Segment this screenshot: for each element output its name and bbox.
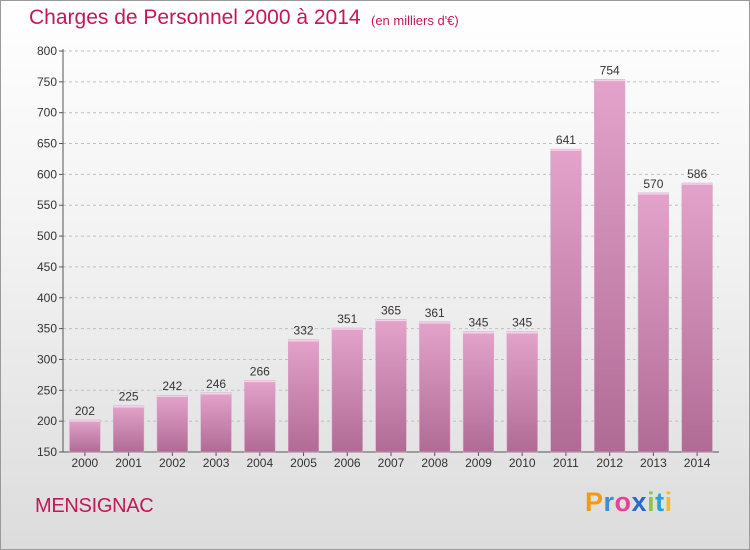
bar-2010 [506,331,538,453]
logo-letter: x [631,487,648,517]
data-label: 586 [687,167,707,181]
y-tick-label: 500 [37,229,57,243]
data-label: 242 [162,379,182,393]
y-tick-label: 450 [37,260,57,274]
x-tick-label: 2010 [509,456,536,470]
y-tick-label: 550 [37,198,57,212]
data-label: 266 [250,364,270,378]
data-label: 202 [75,404,95,418]
x-tick-label: 2006 [334,456,361,470]
data-label: 351 [337,312,357,326]
bar-2000 [69,419,101,453]
data-label: 641 [556,133,576,147]
x-tick-label: 2013 [640,456,667,470]
x-tick-label: 2000 [72,456,99,470]
x-tick-label: 2001 [115,456,142,470]
data-label: 361 [425,306,445,320]
logo-letter: i [664,487,673,517]
data-label: 345 [512,316,532,330]
y-tick-label: 400 [37,291,57,305]
data-label: 345 [468,316,488,330]
bar-2008 [419,321,451,453]
x-tick-label: 2007 [378,456,405,470]
data-label: 225 [119,390,139,404]
bar-2005 [287,339,320,453]
bar-2014 [681,182,713,453]
data-labels: 202 225 242 246 266 332 351 365 361 345 345 641 754 5… [75,63,708,418]
logo-letter: o [614,487,632,517]
bar-2002 [156,394,188,453]
bar-2009 [462,331,495,453]
data-label: 754 [600,63,620,77]
x-tick-label: 2011 [553,456,579,470]
bar-2001 [113,405,145,453]
bar-2012 [594,79,626,453]
data-label: 332 [294,324,314,338]
logo-letter: i [647,487,656,517]
y-tick-label: 750 [37,75,57,89]
data-label: 365 [381,303,401,317]
y-tick-label: 600 [37,167,57,181]
logo-letter: P [585,487,604,517]
x-tick-label: 2009 [465,456,492,470]
bar-2006 [331,327,363,453]
x-tick-label: 2004 [246,456,273,470]
place-name: MENSIGNAC [35,495,154,517]
y-tick-label: 150 [37,445,57,459]
y-tick-label: 350 [37,322,57,336]
x-tick-label: 2003 [203,456,230,470]
bar-2004 [244,380,276,453]
logo-letter: r [603,487,615,517]
bars [69,79,713,453]
x-tick-label: 2014 [684,456,711,470]
bar-2007 [375,319,407,453]
bar-2011 [550,148,582,453]
x-tick-label: 2002 [159,456,186,470]
y-tick-label: 200 [37,414,57,428]
bar-2003 [200,392,232,453]
x-tick-label: 2008 [421,456,448,470]
y-tick-label: 800 [37,44,57,58]
y-tick-label: 650 [37,137,57,151]
data-label: 570 [643,177,663,191]
bar-2013 [637,192,669,453]
y-tick-label: 700 [37,106,57,120]
y-tick-label: 250 [37,383,57,397]
chart-title: Charges de Personnel 2000 à 2014 [29,6,361,29]
chart-subtitle: (en milliers d'€) [371,13,459,28]
x-tick-label: 2005 [290,456,317,470]
proxiti-logo[interactable]: Proxiti [585,487,673,518]
logo-letter: t [655,487,665,517]
x-tick-label: 2012 [596,456,623,470]
y-tick-label: 300 [37,352,57,366]
data-label: 246 [206,377,226,391]
